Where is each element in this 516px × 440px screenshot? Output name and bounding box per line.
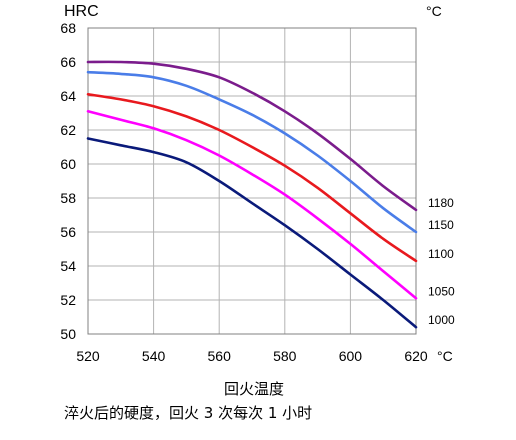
y-tick-label: 54 [60, 258, 76, 274]
series-label-1050: 1050 [428, 284, 455, 298]
series-line-1100 [86, 93, 418, 263]
x-tick-label: 560 [208, 348, 232, 364]
y-tick-label: 58 [60, 190, 76, 206]
x-axis-label: 回火温度 [224, 380, 284, 398]
series-lines [86, 60, 418, 329]
series-line-1150 [86, 70, 418, 234]
caption: 淬火后的硬度，回火 3 次每次 1 小时 [64, 404, 313, 422]
y-tick-label: 56 [60, 224, 76, 240]
series-unit-label: °C [426, 3, 442, 19]
y-tick-labels: 50 52 54 56 58 60 62 64 66 68 [60, 20, 76, 342]
x-tick-labels: 520 540 560 580 600 620 [76, 348, 428, 364]
x-tick-label: 620 [404, 348, 428, 364]
x-tick-label: 600 [339, 348, 363, 364]
series-line-1050 [86, 110, 418, 300]
y-tick-label: 68 [60, 20, 76, 36]
series-label-1180: 1180 [428, 196, 454, 210]
y-tick-label: 60 [60, 156, 76, 172]
x-tick-label: 580 [273, 348, 297, 364]
series-label-1000: 1000 [428, 313, 455, 327]
y-tick-label: 52 [60, 292, 76, 308]
y-tick-label: 66 [60, 54, 76, 70]
x-tick-label: 520 [76, 348, 100, 364]
series-line-1000 [86, 137, 418, 329]
y-tick-label: 50 [60, 326, 76, 342]
y-tick-label: 62 [60, 122, 76, 138]
series-label-1150: 1150 [428, 218, 454, 232]
series-labels: 1180 1150 1100 1050 1000 [428, 196, 455, 327]
x-unit-label: °C [437, 348, 453, 364]
series-line-1180 [86, 60, 418, 212]
y-axis-label: HRC [64, 3, 99, 20]
x-tick-label: 540 [142, 348, 166, 364]
series-label-1100: 1100 [428, 247, 454, 261]
plot-frame [87, 27, 417, 335]
y-tick-label: 64 [60, 88, 76, 104]
